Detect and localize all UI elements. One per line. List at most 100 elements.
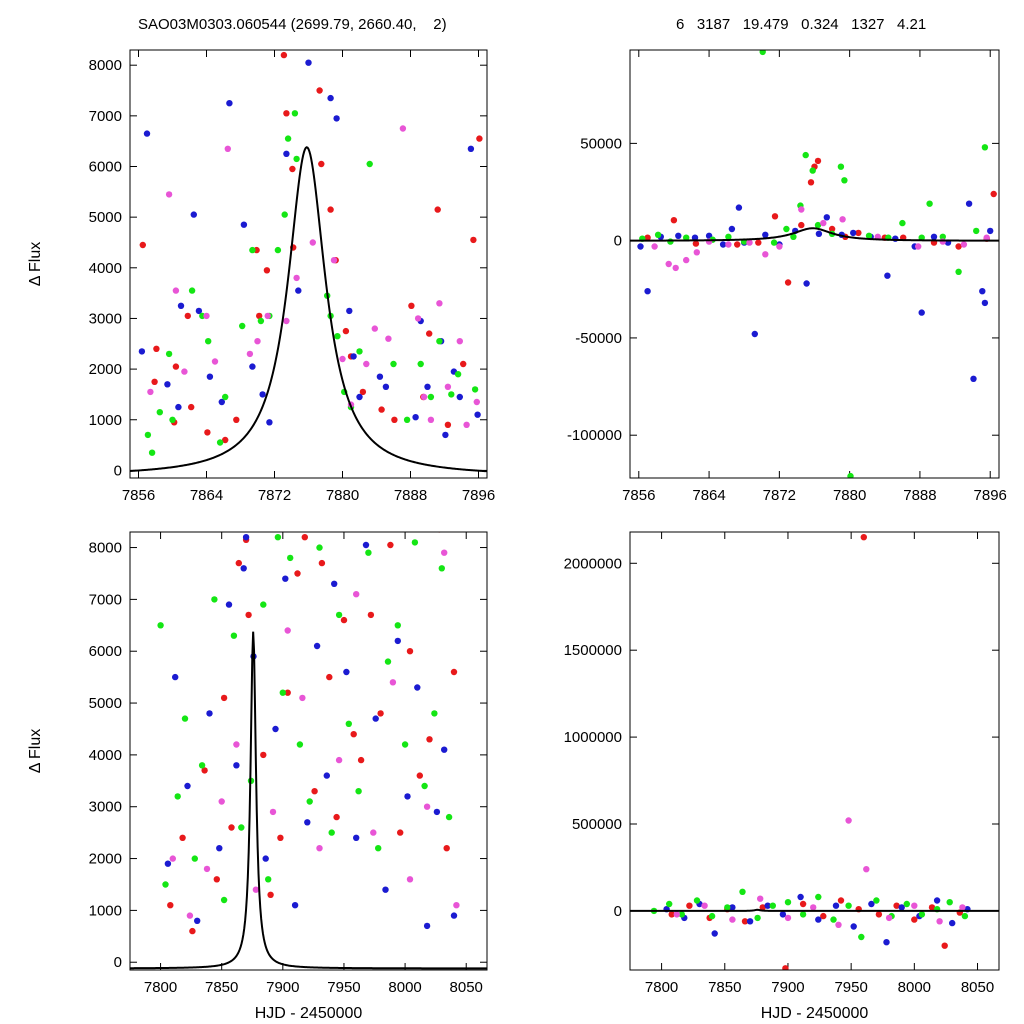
data-point-series-2 xyxy=(157,622,164,629)
data-point-series-2 xyxy=(188,287,196,294)
data-point-series-3 xyxy=(784,914,792,922)
y-tick-label: 7000 xyxy=(89,108,122,125)
data-point-series-0 xyxy=(326,673,333,681)
data-point-series-0 xyxy=(734,241,741,248)
data-point-series-0 xyxy=(311,788,318,795)
data-point-series-2 xyxy=(239,322,246,330)
data-point-series-2 xyxy=(436,338,443,345)
data-point-series-2 xyxy=(739,888,746,895)
data-point-series-0 xyxy=(443,845,450,852)
data-point-series-2 xyxy=(401,741,409,748)
data-point-series-3 xyxy=(371,325,378,332)
data-point-series-0 xyxy=(280,51,288,59)
data-point-series-1 xyxy=(216,845,223,852)
data-point-series-0 xyxy=(799,900,807,908)
data-point-series-0 xyxy=(397,829,404,836)
data-point-series-2 xyxy=(654,231,662,238)
data-point-series-2 xyxy=(790,233,797,240)
y-tick-label: -100000 xyxy=(567,427,622,444)
data-point-series-1 xyxy=(815,916,822,923)
data-point-series-1 xyxy=(283,150,290,157)
data-point-series-2 xyxy=(847,472,854,478)
data-point-series-0 xyxy=(807,179,815,186)
data-point-series-2 xyxy=(205,338,212,345)
data-point-series-0 xyxy=(167,902,174,909)
data-point-series-3 xyxy=(370,829,377,836)
y-tick-label: 1000 xyxy=(89,412,122,429)
x-tick-label: 7864 xyxy=(692,487,725,504)
data-point-series-2 xyxy=(845,902,852,909)
data-point-series-1 xyxy=(346,307,353,315)
data-point-series-1 xyxy=(233,762,240,769)
x-tick-label: 7888 xyxy=(394,487,427,504)
y-tick-label: -50000 xyxy=(575,330,622,347)
data-point-series-0 xyxy=(990,190,997,198)
data-point-series-0 xyxy=(476,135,483,142)
y-tick-label: 3000 xyxy=(89,310,122,327)
data-point-series-3 xyxy=(353,591,360,598)
data-point-series-1 xyxy=(382,383,390,390)
data-point-series-2 xyxy=(783,225,790,233)
data-point-series-3 xyxy=(701,902,708,909)
data-point-series-3 xyxy=(186,912,194,919)
data-point-series-1 xyxy=(965,200,973,207)
data-point-series-0 xyxy=(408,302,415,309)
data-point-series-3 xyxy=(414,315,422,322)
model-curve xyxy=(630,908,999,912)
x-tick-label: 8000 xyxy=(898,979,931,996)
chart-panel-bottom-left: 7800 7850 7900 7950 8000 8050 0 1000 2000 3000 400… xyxy=(27,531,488,1022)
data-point-series-2 xyxy=(335,611,343,619)
data-point-series-3 xyxy=(316,845,323,852)
data-point-series-0 xyxy=(184,312,191,320)
data-point-series-1 xyxy=(949,919,956,927)
x-tick-label: 7950 xyxy=(834,979,867,996)
data-point-series-3 xyxy=(651,243,658,250)
data-point-series-3 xyxy=(729,916,736,923)
data-point-series-3 xyxy=(436,300,443,307)
data-point-series-0 xyxy=(289,165,296,173)
data-point-series-1 xyxy=(797,893,804,901)
data-point-series-2 xyxy=(799,911,807,918)
y-tick-label: 0 xyxy=(114,462,122,479)
data-point-series-3 xyxy=(672,264,679,272)
data-point-series-0 xyxy=(893,902,900,909)
x-tick-label: 7800 xyxy=(645,979,678,996)
x-tick-label: 7880 xyxy=(833,487,866,504)
y-tick-label: 0 xyxy=(114,954,122,971)
data-point-series-2 xyxy=(973,227,980,235)
y-tick-label: 7000 xyxy=(89,591,122,608)
x-tick-label: 7896 xyxy=(462,487,495,504)
y-tick-label: 3000 xyxy=(89,799,122,816)
data-point-series-0 xyxy=(301,534,308,541)
data-point-series-1 xyxy=(751,330,758,338)
data-point-series-0 xyxy=(342,327,350,335)
data-point-series-1 xyxy=(240,565,247,572)
x-tick-label: 7888 xyxy=(903,487,936,504)
data-point-series-0 xyxy=(283,110,290,117)
data-point-series-2 xyxy=(174,793,181,800)
y-tick-label: 0 xyxy=(614,233,622,250)
data-point-series-2 xyxy=(345,720,352,727)
y-tick-label: 1500000 xyxy=(564,642,622,659)
data-point-series-1 xyxy=(164,381,171,388)
y-tick-label: 6000 xyxy=(89,643,122,660)
data-point-series-2 xyxy=(356,348,363,355)
data-point-series-0 xyxy=(644,234,651,241)
data-point-series-0 xyxy=(860,534,867,541)
data-point-series-1 xyxy=(323,772,330,779)
data-point-series-3 xyxy=(335,756,343,764)
data-point-series-2 xyxy=(955,268,962,275)
data-point-series-2 xyxy=(809,167,816,174)
data-point-series-1 xyxy=(764,902,771,909)
data-point-series-2 xyxy=(144,431,152,439)
data-point-series-2 xyxy=(334,333,341,340)
data-point-series-2 xyxy=(981,144,989,151)
y-tick-label: 2000 xyxy=(89,851,122,868)
y-tick-label: 500000 xyxy=(572,816,622,833)
data-point-series-1 xyxy=(313,642,321,650)
data-point-series-3 xyxy=(423,803,431,810)
data-point-series-0 xyxy=(470,236,477,244)
data-point-series-2 xyxy=(427,393,435,401)
data-point-series-1 xyxy=(259,391,266,398)
data-point-series-3 xyxy=(453,902,460,909)
